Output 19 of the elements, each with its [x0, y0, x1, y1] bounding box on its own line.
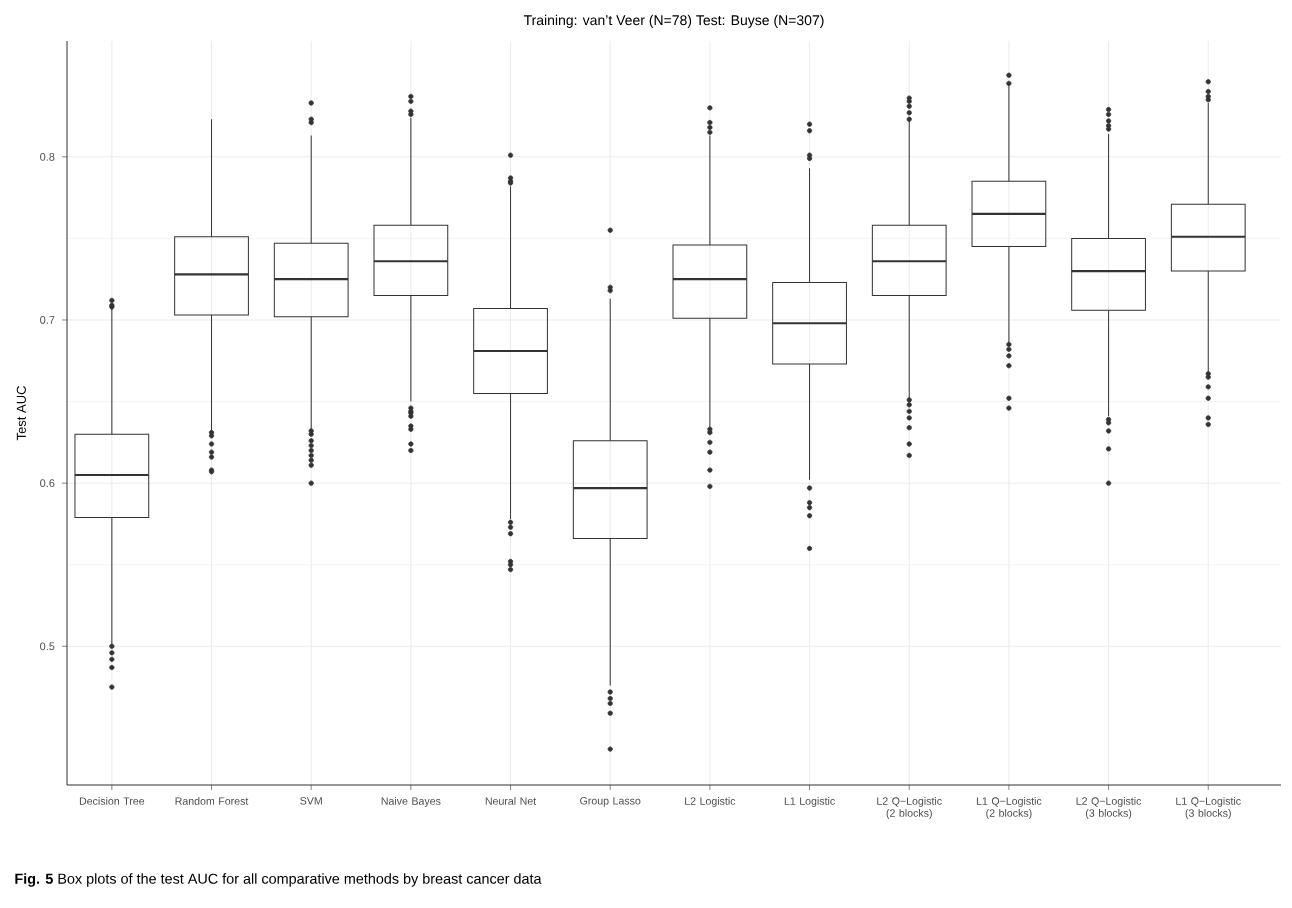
- x-tick-label: SVM: [300, 797, 322, 805]
- y-tick-label: 0.5: [40, 642, 55, 651]
- x-tick-label: L2 Q−Logistic (3 blocks): [1076, 797, 1142, 819]
- x-tick-label: Random Forest: [175, 797, 249, 805]
- y-tick-label: 0.6: [40, 479, 55, 488]
- x-tick-label: L1 Q−Logistic (2 blocks): [976, 797, 1042, 819]
- x-tick-label: L2 Logistic: [685, 797, 736, 807]
- y-tick-label: 0.8: [40, 152, 55, 161]
- x-tick-label: Neural Net: [485, 797, 537, 805]
- chart-title: Training: van’t Veer (N=78) Test: Buyse (N=307): [523, 14, 824, 28]
- y-tick-label: 0.7: [40, 316, 55, 324]
- y-axis-title: Test AUC: [16, 386, 26, 441]
- x-tick-label: L1 Logistic: [784, 797, 835, 807]
- x-tick-label: L2 Q−Logistic (2 blocks): [877, 797, 942, 819]
- text: Fig. 5 Box plots of the test AUC for all comparative methods by breast cancer data: [15, 873, 542, 887]
- x-tick-label: Decision Tree: [79, 797, 145, 805]
- x-tick-label: Group Lasso: [580, 797, 641, 807]
- x-tick-label: L1 Q−Logistic (3 blocks): [1176, 797, 1241, 819]
- x-tick-label: Naive Bayes: [381, 797, 441, 807]
